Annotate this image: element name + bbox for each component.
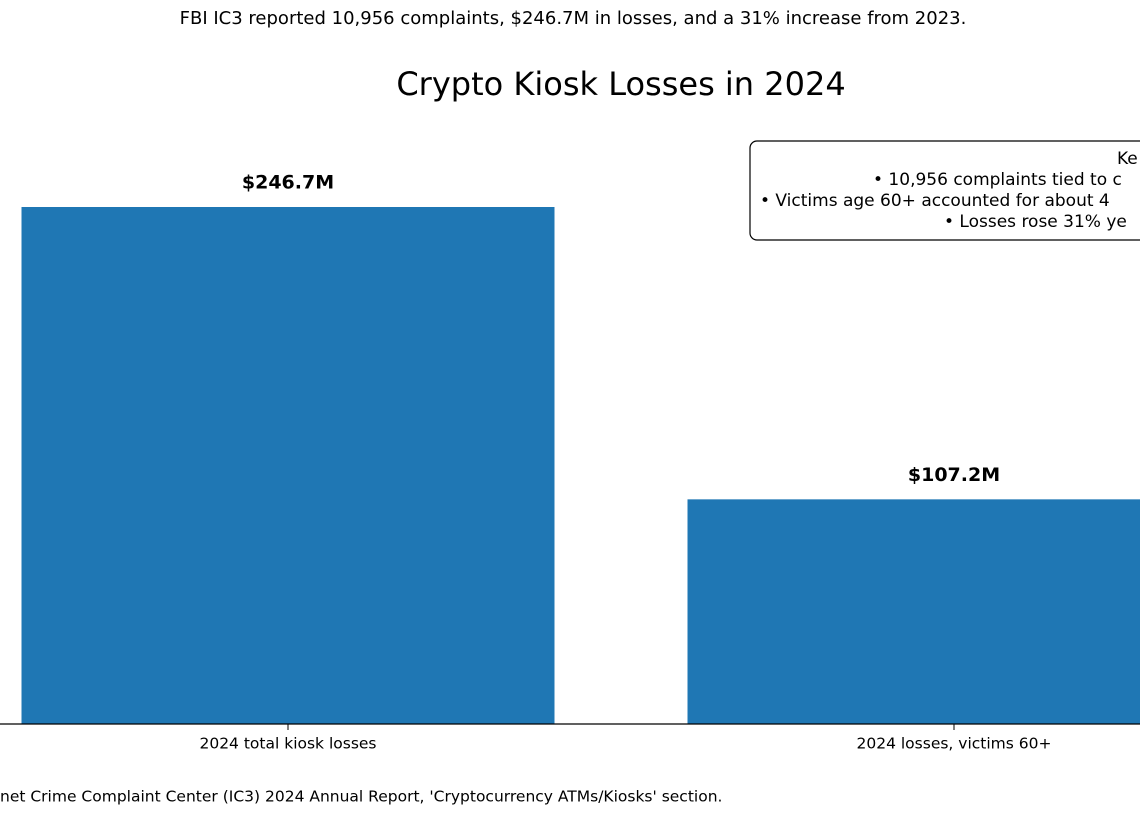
annotation-line: • Victims age 60+ accounted for about 4 (760, 191, 1110, 211)
annotation-line: • Losses rose 31% ye (944, 212, 1127, 232)
source-note: net Crime Complaint Center (IC3) 2024 An… (0, 788, 722, 806)
value-label: $107.2M (908, 464, 1000, 486)
annotation-line: Ke (1117, 149, 1138, 169)
bar (687, 499, 1140, 724)
annotation-line: • 10,956 complaints tied to c (873, 170, 1122, 190)
x-tick-label: 2024 losses, victims 60+ (857, 735, 1052, 753)
chart-subtitle: FBI IC3 reported 10,956 complaints, $246… (180, 8, 967, 29)
x-tick-label: 2024 total kiosk losses (199, 735, 376, 753)
annotation-box (749, 140, 1140, 241)
chart-title: Crypto Kiosk Losses in 2024 (396, 65, 845, 103)
value-label: $246.7M (242, 172, 334, 194)
bar (21, 207, 555, 724)
